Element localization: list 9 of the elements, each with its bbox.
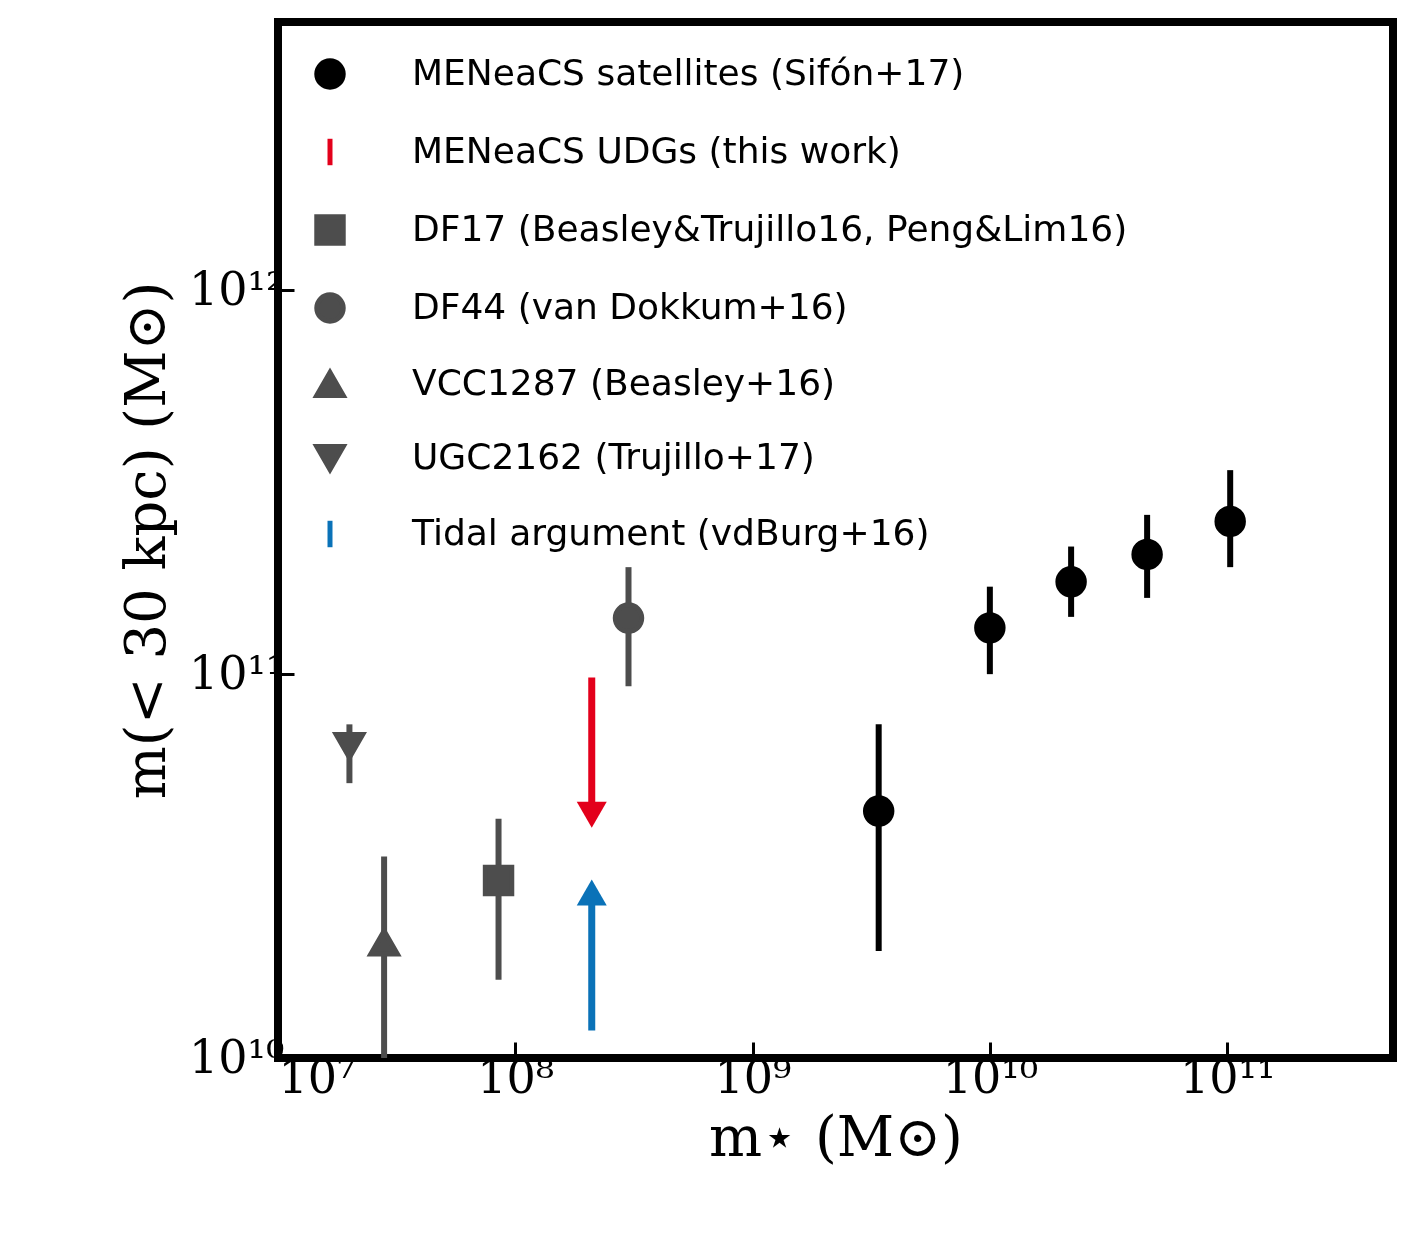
legend-label: MENeaCS satellites (Sifón+17) xyxy=(412,52,965,93)
legend-label: VCC1287 (Beasley+16) xyxy=(412,362,836,403)
x-axis-title: m⋆ (M⊙) xyxy=(709,1103,963,1169)
legend-label: MENeaCS UDGs (this work) xyxy=(412,130,901,171)
legend-label: DF44 (van Dokkum+16) xyxy=(412,286,848,327)
legend-label: DF17 (Beasley&Trujillo16, Peng&Lim16) xyxy=(412,208,1128,249)
legend-label: UGC2162 (Trujillo+17) xyxy=(412,436,815,477)
legend-label: Tidal argument (vdBurg+16) xyxy=(411,512,930,553)
y-axis-title: m(< 30 kpc) (M⊙) xyxy=(113,281,179,800)
